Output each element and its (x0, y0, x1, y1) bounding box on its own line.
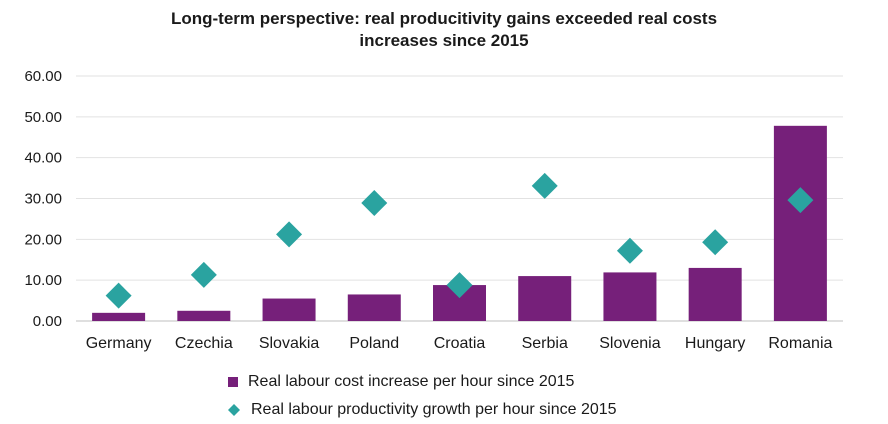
point-slovenia (616, 237, 643, 264)
y-tick-label: 0.00 (33, 313, 62, 330)
point-croatia (446, 272, 473, 299)
legend-item-labour-cost: Real labour cost increase per hour since… (228, 368, 617, 396)
chart-title: Long-term perspective: real producitivit… (0, 8, 888, 52)
x-tick-label: Slovakia (259, 335, 320, 352)
legend-bar-swatch (228, 377, 238, 387)
point-poland (361, 189, 388, 216)
y-tick-label: 20.00 (24, 231, 62, 248)
bar-slovakia (262, 298, 316, 321)
x-tick-label: Germany (86, 335, 152, 352)
point-germany (105, 282, 132, 309)
y-tick-label: 60.00 (24, 68, 62, 85)
bar-serbia (518, 276, 572, 321)
x-tick-label: Poland (349, 335, 399, 352)
chart-title-line-1: Long-term perspective: real producitivit… (170, 9, 718, 28)
legend-label-labour-cost: Real labour cost increase per hour since… (248, 373, 575, 390)
x-tick-label: Czechia (175, 335, 233, 352)
point-hungary (702, 229, 729, 256)
legend-item-productivity: Real labour productivity growth per hour… (227, 396, 617, 424)
legend-label-productivity: Real labour productivity growth per hour… (251, 401, 617, 418)
x-tick-label: Romania (768, 335, 832, 352)
x-tick-label: Hungary (685, 335, 745, 352)
bar-germany (92, 312, 146, 321)
y-tick-label: 50.00 (24, 109, 62, 126)
legend-diamond-swatch (227, 403, 241, 417)
bar-poland (347, 294, 401, 321)
chart-title-line-2: increases since 2015 (359, 31, 529, 50)
point-czechia (190, 261, 217, 288)
x-tick-label: Croatia (434, 335, 486, 352)
y-tick-label: 40.00 (24, 150, 62, 167)
bar-slovenia (603, 272, 657, 321)
point-serbia (531, 172, 558, 199)
y-tick-label: 30.00 (24, 191, 62, 208)
point-romania (787, 187, 814, 214)
bar-hungary (688, 267, 742, 321)
y-tick-label: 10.00 (24, 272, 62, 289)
bar-czechia (177, 310, 231, 321)
legend: Real labour cost increase per hour since… (227, 368, 617, 424)
bar-romania (773, 125, 827, 321)
point-slovakia (276, 221, 303, 248)
x-tick-label: Slovenia (599, 335, 660, 352)
x-tick-label: Serbia (522, 335, 568, 352)
